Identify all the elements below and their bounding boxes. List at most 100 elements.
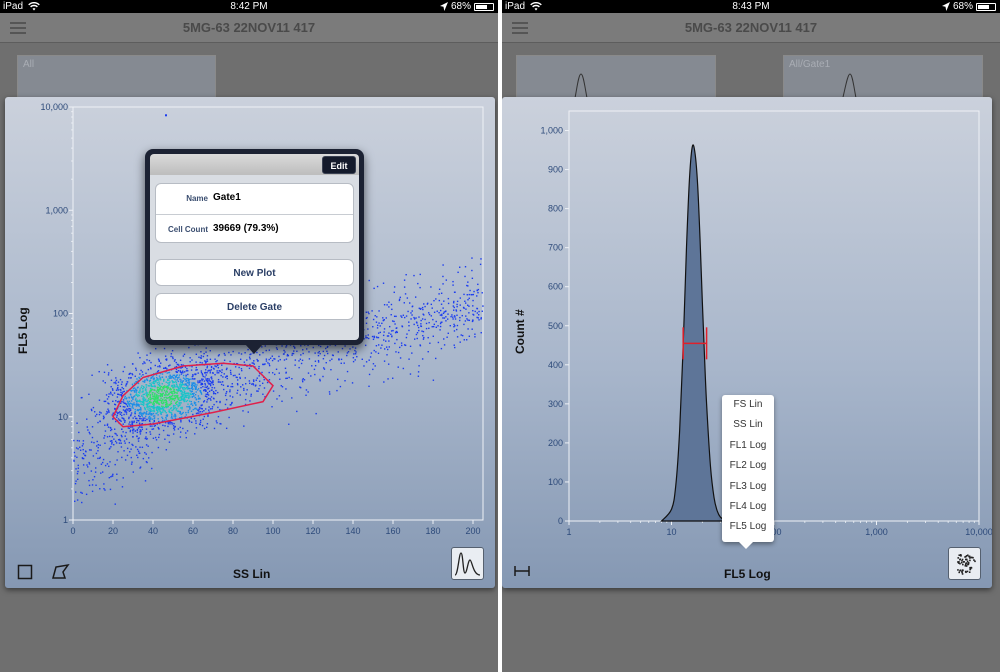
range-gate-icon[interactable]	[514, 565, 530, 577]
data-point	[150, 361, 152, 364]
data-point	[121, 392, 123, 395]
data-point	[390, 333, 392, 335]
data-point	[153, 399, 156, 401]
data-point	[153, 400, 155, 403]
data-point	[122, 401, 125, 403]
gate-name-row[interactable]: Name Gate1	[156, 184, 353, 214]
data-point	[422, 330, 425, 333]
data-point	[134, 375, 136, 377]
rectangle-gate-icon[interactable]	[17, 564, 33, 580]
data-point	[201, 373, 204, 375]
data-point	[207, 370, 209, 372]
param-fl5-log[interactable]: FL5 Log	[729, 521, 767, 533]
data-point	[137, 379, 139, 382]
data-point	[127, 401, 129, 404]
data-point	[249, 382, 251, 385]
data-point	[240, 386, 242, 388]
param-fl3-log[interactable]: FL3 Log	[729, 480, 767, 492]
delete-gate-button[interactable]: Delete Gate	[155, 293, 354, 320]
icon-dot	[962, 563, 964, 566]
polygon-gate-icon[interactable]	[51, 563, 71, 581]
icon-dot	[969, 557, 971, 559]
data-point	[200, 383, 202, 386]
edit-button[interactable]: Edit	[322, 156, 356, 174]
y-tick-label: 300	[548, 399, 563, 409]
data-point	[86, 426, 89, 428]
data-point	[258, 375, 260, 377]
data-point	[137, 419, 140, 422]
data-point	[123, 450, 125, 452]
data-point	[137, 450, 140, 452]
data-point	[257, 390, 259, 392]
data-point	[155, 374, 158, 376]
data-point	[170, 353, 173, 355]
data-point	[403, 302, 405, 304]
data-point	[182, 427, 184, 430]
menu-icon[interactable]	[512, 22, 528, 34]
data-point	[136, 380, 138, 383]
data-point	[116, 412, 119, 415]
param-fs-lin[interactable]: FS Lin	[733, 399, 763, 410]
data-point	[151, 385, 153, 388]
data-point	[119, 411, 121, 413]
data-point	[150, 390, 152, 392]
data-point	[456, 324, 459, 327]
data-point	[134, 430, 137, 432]
data-point	[255, 384, 257, 386]
data-point	[258, 388, 260, 390]
data-point	[390, 330, 393, 332]
param-ss-lin[interactable]: SS Lin	[733, 419, 763, 431]
dot-plot-icon[interactable]	[948, 547, 981, 580]
data-point	[276, 348, 279, 350]
histogram-plot[interactable]: 1 10 100 1,000 10,00001002003004005006007008…	[502, 97, 992, 588]
param-fl2-log[interactable]: FL2 Log	[729, 460, 767, 472]
data-point	[192, 393, 194, 395]
data-point	[186, 367, 188, 370]
data-point	[175, 395, 177, 397]
data-point	[132, 444, 134, 447]
data-point	[450, 315, 452, 318]
data-point	[115, 400, 117, 402]
new-plot-button[interactable]: New Plot	[155, 259, 354, 286]
data-point	[159, 392, 162, 395]
data-point	[459, 304, 461, 306]
data-point	[195, 420, 197, 422]
data-point	[231, 383, 233, 385]
icon-dot	[961, 559, 963, 562]
data-point	[128, 423, 130, 425]
data-point	[212, 392, 215, 395]
data-point	[146, 395, 149, 398]
data-point	[173, 395, 176, 397]
data-point	[118, 419, 121, 421]
data-point	[151, 418, 154, 420]
param-fl1-log[interactable]: FL1 Log	[729, 439, 767, 451]
data-point	[263, 387, 266, 389]
data-point	[180, 382, 182, 384]
data-point	[242, 384, 244, 386]
data-point	[371, 335, 374, 338]
data-point	[466, 318, 468, 320]
data-point	[140, 369, 142, 372]
data-point	[155, 395, 158, 397]
dot-plot[interactable]: 0 20 40 60 80 100 120 140 160 180 2001101001,00010…	[5, 97, 495, 588]
data-point	[203, 389, 206, 391]
data-point	[209, 358, 212, 361]
data-point	[104, 464, 107, 467]
data-point	[169, 381, 171, 383]
data-point	[166, 379, 169, 382]
data-point	[467, 319, 469, 321]
data-point	[194, 394, 197, 396]
name-label: Name	[186, 194, 208, 203]
data-point	[466, 304, 469, 306]
menu-icon[interactable]	[10, 22, 26, 34]
param-fl4-log[interactable]: FL4 Log	[729, 500, 767, 512]
data-point	[107, 396, 110, 398]
histogram-plot-icon[interactable]	[451, 547, 484, 580]
data-point	[374, 365, 376, 367]
data-point	[126, 447, 129, 450]
data-point	[158, 436, 160, 439]
data-point	[150, 377, 153, 379]
data-point	[137, 438, 140, 440]
data-point	[372, 363, 375, 365]
icon-dot	[959, 554, 962, 556]
